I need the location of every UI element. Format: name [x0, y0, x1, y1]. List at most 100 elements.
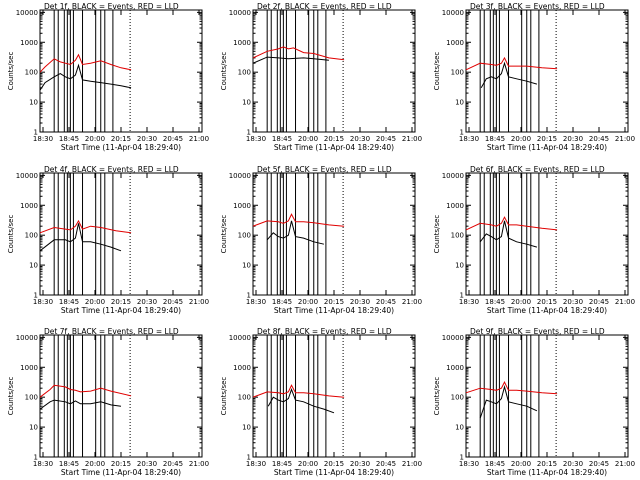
x-tick-label: 20:45	[589, 298, 609, 306]
x-tick-label: 20:00	[298, 460, 318, 468]
y-axis-label: Counts/sec	[7, 377, 15, 416]
y-tick-label: 100	[451, 232, 464, 240]
y-tick-label: 10000	[229, 172, 251, 180]
panel-4: 1 10 100 1000 10000 18:30 18:45 20:00 20:15 20:30…	[7, 165, 209, 315]
x-tick-label: 21:00	[402, 135, 422, 143]
x-tick-label: 20:30	[350, 460, 370, 468]
x-tick-label: 20:30	[563, 460, 583, 468]
panel-title: Det 9f, BLACK = Events, RED = LLD	[470, 327, 605, 336]
x-tick-label: 20:15	[111, 135, 131, 143]
x-tick-label: 20:15	[324, 460, 344, 468]
y-tick-label: 100	[25, 69, 38, 77]
x-tick-label: 20:45	[376, 135, 396, 143]
x-tick-label: 20:45	[163, 460, 183, 468]
y-tick-label: 100	[25, 394, 38, 402]
x-tick-label: 20:00	[511, 460, 531, 468]
series-lld	[252, 46, 345, 61]
x-tick-label: 18:45	[485, 135, 505, 143]
y-tick-label: 1	[460, 292, 464, 300]
y-tick-label: 10000	[229, 334, 251, 342]
y-tick-label: 10000	[442, 9, 464, 17]
y-axis-label: Counts/sec	[433, 52, 441, 91]
y-tick-label: 100	[238, 232, 251, 240]
x-tick-label: 20:30	[350, 135, 370, 143]
panel-8: 1 10 100 1000 10000 18:30 18:45 20:00 20:15 20:30…	[220, 327, 422, 477]
x-tick-label: 20:45	[589, 460, 609, 468]
y-tick-label: 10	[242, 424, 251, 432]
panel-9: 1 10 100 1000 10000 18:30 18:45 20:00 20:15 20:30…	[433, 327, 635, 477]
panel-title: Det 7f, BLACK = Events, RED = LLD	[44, 327, 179, 336]
x-tick-label: 20:30	[563, 135, 583, 143]
x-tick-label: 20:15	[537, 460, 557, 468]
y-tick-label: 10000	[16, 334, 38, 342]
x-axis-label: Start Time (11-Apr-04 18:29:40)	[487, 143, 607, 152]
y-tick-label: 1000	[446, 202, 464, 210]
series-events	[267, 388, 335, 414]
x-tick-label: 20:00	[85, 298, 105, 306]
y-axis-label: Counts/sec	[7, 215, 15, 254]
x-tick-label: 20:00	[511, 135, 531, 143]
x-tick-label: 18:30	[459, 460, 479, 468]
series-events	[480, 61, 538, 89]
panel-title: Det 1f, BLACK = Events, RED = LLD	[44, 2, 179, 11]
y-tick-label: 1	[247, 292, 251, 300]
x-tick-label: 20:15	[111, 460, 131, 468]
y-tick-label: 1000	[20, 39, 38, 47]
x-tick-label: 18:30	[246, 298, 266, 306]
y-tick-label: 1	[247, 454, 251, 462]
y-tick-label: 1000	[233, 364, 251, 372]
series-events	[39, 63, 132, 91]
y-tick-label: 1000	[233, 202, 251, 210]
series-lld	[465, 216, 558, 231]
x-tick-label: 20:15	[537, 298, 557, 306]
x-tick-label: 21:00	[189, 135, 209, 143]
series-events	[39, 223, 122, 252]
y-axis-label: Counts/sec	[220, 377, 228, 416]
x-tick-label: 18:45	[59, 135, 79, 143]
x-tick-label: 20:30	[137, 460, 157, 468]
x-tick-label: 18:45	[272, 460, 292, 468]
x-tick-label: 18:45	[272, 135, 292, 143]
x-axis-label: Start Time (11-Apr-04 18:29:40)	[61, 143, 181, 152]
y-axis-label: Counts/sec	[7, 52, 15, 91]
panel-7: 1 10 100 1000 10000 18:30 18:45 20:00 20:15 20:30…	[7, 327, 209, 477]
y-tick-label: 100	[25, 232, 38, 240]
y-tick-label: 10	[455, 262, 464, 270]
series-lld	[39, 53, 132, 73]
y-tick-label: 10000	[442, 334, 464, 342]
y-tick-label: 1000	[446, 39, 464, 47]
y-tick-label: 10000	[229, 9, 251, 17]
x-tick-label: 20:30	[350, 298, 370, 306]
series-events	[479, 384, 538, 419]
panel-title: Det 3f, BLACK = Events, RED = LLD	[470, 2, 605, 11]
x-tick-label: 18:45	[485, 298, 505, 306]
x-tick-label: 18:45	[59, 298, 79, 306]
x-tick-label: 20:30	[137, 298, 157, 306]
y-tick-label: 100	[238, 69, 251, 77]
x-tick-label: 21:00	[402, 298, 422, 306]
series-events	[39, 399, 122, 410]
x-tick-label: 21:00	[615, 460, 635, 468]
panel-3: 1 10 100 1000 10000 18:30 18:45 20:00 20:15 20:30…	[433, 2, 635, 152]
series-lld	[465, 380, 558, 395]
y-tick-label: 1	[460, 454, 464, 462]
series-events	[252, 56, 329, 64]
y-tick-label: 10	[29, 424, 38, 432]
panel-title: Det 5f, BLACK = Events, RED = LLD	[257, 165, 392, 174]
series-events	[266, 220, 325, 245]
x-tick-label: 18:30	[33, 460, 53, 468]
y-axis-label: Counts/sec	[220, 215, 228, 254]
y-axis-label: Counts/sec	[433, 377, 441, 416]
y-tick-label: 10	[242, 99, 251, 107]
x-tick-label: 20:00	[298, 298, 318, 306]
y-tick-label: 1	[34, 292, 38, 300]
x-tick-label: 20:15	[324, 298, 344, 306]
y-axis-label: Counts/sec	[433, 215, 441, 254]
y-tick-label: 10000	[442, 172, 464, 180]
x-axis-label: Start Time (11-Apr-04 18:29:40)	[274, 468, 394, 477]
y-tick-label: 1000	[20, 202, 38, 210]
x-tick-label: 20:00	[511, 298, 531, 306]
x-tick-label: 20:45	[163, 298, 183, 306]
x-tick-label: 20:45	[589, 135, 609, 143]
